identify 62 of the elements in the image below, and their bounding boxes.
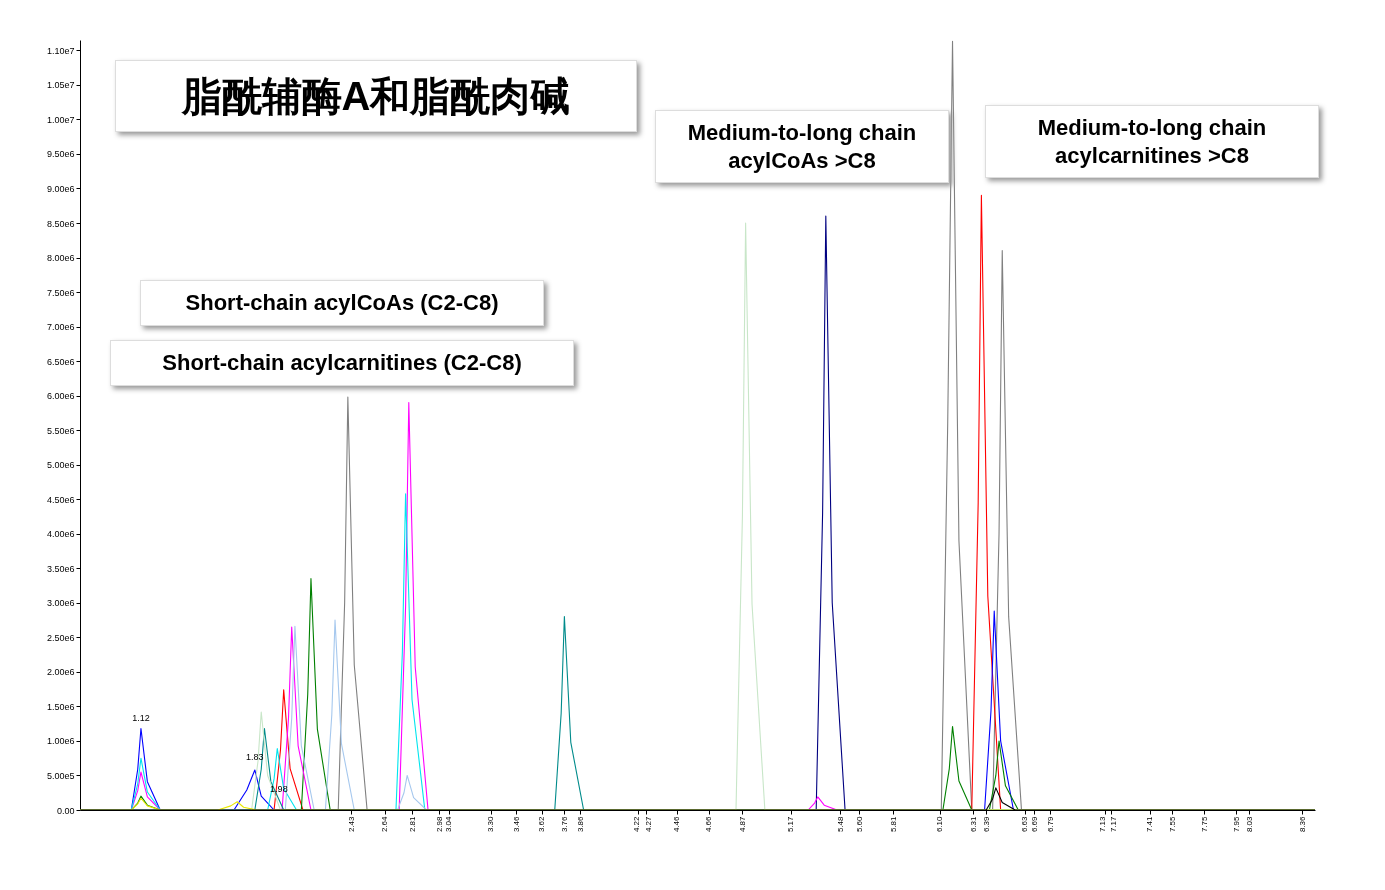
y-tick-label: 8.50e6 [46,218,75,229]
x-tick-label: 6.79 [1045,815,1055,833]
y-tick-label: 1.10e7 [46,45,75,56]
x-tick-label: 6.63 [1020,815,1030,833]
x-tick-label: 8.03 [1244,815,1254,833]
x-tick-label: 4.22 [631,815,641,833]
x-tick-label: 2.43 [346,815,356,833]
x-tick-label: 7.95 [1231,815,1241,833]
x-tick-label: 6.39 [981,815,991,833]
x-tick-label: 3.04 [444,815,454,833]
x-tick-label: 4.27 [643,815,653,833]
x-tick-label: 3.30 [486,815,496,833]
x-tick-label: 3.86 [575,815,585,833]
y-tick-label: 5.50e6 [46,425,75,436]
x-tick-label: 7.13 [1098,815,1108,833]
y-tick-label: 1.00e6 [46,736,75,747]
y-tick-label: 6.50e6 [46,356,75,367]
y-tick-label: 2.50e6 [46,632,75,643]
x-tick-label: 5.60 [854,815,864,833]
x-tick-label: 7.41 [1145,815,1155,833]
x-tick-label: 4.46 [672,815,682,833]
x-tick-label: 7.17 [1108,815,1118,833]
y-tick-label: 9.00e6 [46,183,75,194]
x-tick-label: 5.81 [888,815,898,833]
text-box: Medium-to-long chain acylCoAs >C8 [655,110,949,183]
y-tick-label: 3.00e6 [46,598,75,609]
x-tick-label: 7.55 [1167,815,1177,833]
x-tick-label: 4.66 [704,815,714,833]
x-tick-label: 5.48 [835,815,845,833]
text-box: Short-chain acylCoAs (C2-C8) [140,280,544,326]
x-tick-label: 6.31 [968,815,978,833]
y-tick-label: 4.50e6 [46,494,75,505]
x-tick-label: 2.81 [407,815,417,833]
text-box: Medium-to-long chain acylcarnitines >C8 [985,105,1319,178]
x-tick-label: 3.46 [511,815,521,833]
x-tick-label: 5.17 [786,815,796,833]
y-tick-label: 1.05e7 [46,80,75,91]
y-tick-label: 1.00e7 [46,114,75,125]
x-tick-label: 3.62 [537,815,547,833]
x-tick-label: 2.98 [434,815,444,833]
x-tick-label: 4.87 [737,815,747,833]
y-tick-label: 5.00e5 [46,770,75,781]
y-tick-label: 3.50e6 [46,563,75,574]
x-tick-label: 2.64 [380,815,390,833]
y-tick-label: 5.00e6 [46,460,75,471]
annotation: 1.12 [132,712,150,723]
text-box: Short-chain acylcarnitines (C2-C8) [110,340,574,386]
y-tick-label: 9.50e6 [46,149,75,160]
y-tick-label: 4.00e6 [46,529,75,540]
x-tick-label: 7.75 [1199,815,1209,833]
y-tick-label: 7.00e6 [46,322,75,333]
y-tick-label: 7.50e6 [46,287,75,298]
y-tick-label: 1.50e6 [46,701,75,712]
x-tick-label: 6.69 [1029,815,1039,833]
x-tick-label: 3.76 [559,815,569,833]
y-tick-label: 6.00e6 [46,391,75,402]
x-tick-label: 8.36 [1297,815,1307,833]
x-tick-label: 6.10 [935,815,945,833]
y-tick-label: 0.00 [56,805,75,816]
text-box: 脂酰辅酶A和脂酰肉碱 [115,60,637,132]
y-tick-label: 2.00e6 [46,667,75,678]
y-tick-label: 8.00e6 [46,253,75,264]
